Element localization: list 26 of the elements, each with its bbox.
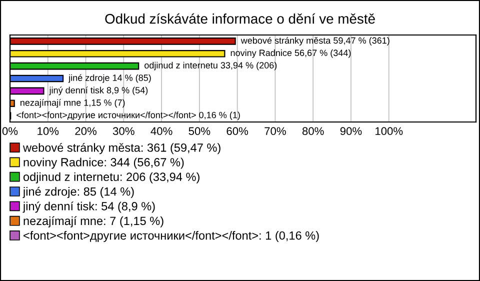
data-label: noviny Radnice 56,67 % (344) xyxy=(230,49,351,58)
legend-label: nezajímají mne: 7 (1,15 %) xyxy=(24,216,164,228)
legend-label: jiný denní tisk: 54 (8,9 %) xyxy=(22,202,155,213)
x-tick-label: 10% xyxy=(38,127,59,136)
x-tick-label: 70% xyxy=(264,127,286,136)
legend-label: jiné zdroje: 85 (14 %) xyxy=(22,186,134,198)
x-tick-label: 0% xyxy=(2,127,18,136)
x-tick-label: 60% xyxy=(226,127,248,136)
data-label: <font><font>другие источники</font></font> 0,16 % (1) xyxy=(16,112,240,120)
legend-label: noviny Radnice: 344 (56,67 %) xyxy=(24,158,184,169)
legend-label: <font><font>другие источники</font></font>: 1 (0,16 %) xyxy=(24,231,319,242)
data-label: nezajímají mne 1,15 % (7) xyxy=(20,99,125,108)
x-tick-label: 20% xyxy=(75,127,96,136)
legend-label: odjinud z internetu: 206 (33,94 %) xyxy=(23,172,200,184)
data-label: odjinud z internetu 33,94 % (206) xyxy=(144,62,277,70)
x-tick-label: 50% xyxy=(188,127,210,136)
data-label: jiný denní tisk 8,9 % (54) xyxy=(49,86,148,96)
chart-title: Odkud získáváte informace o dění ve městě xyxy=(105,13,375,24)
x-tick-label: 100% xyxy=(376,127,403,136)
x-tick-label: 40% xyxy=(150,127,172,136)
legend-label: webové stránky města: 361 (59,47 %) xyxy=(22,143,220,154)
x-tick-label: 30% xyxy=(112,127,134,136)
data-label: webové stránky města 59,47 % (361) xyxy=(240,36,390,46)
x-tick-label: 90% xyxy=(340,127,362,136)
x-tick-label: 80% xyxy=(302,127,324,136)
data-label: jiné zdroje 14 % (85) xyxy=(68,74,151,83)
